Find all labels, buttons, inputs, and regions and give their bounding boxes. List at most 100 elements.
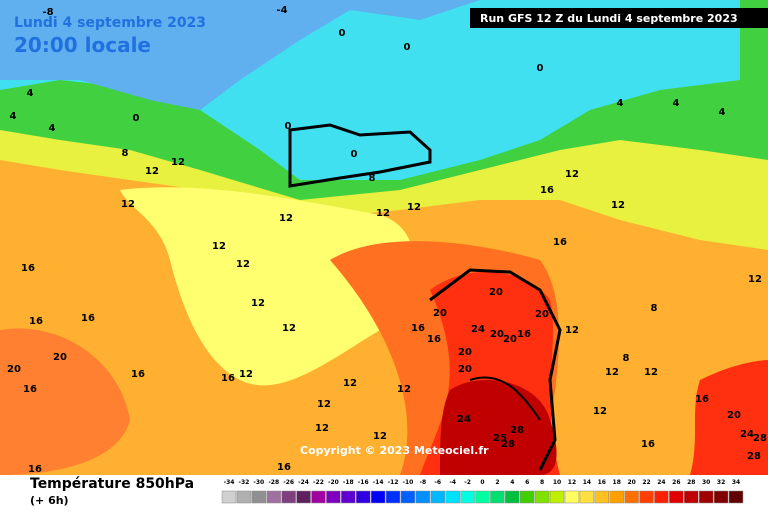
- contour-label: 12: [239, 369, 253, 380]
- contour-label: 20: [490, 329, 504, 340]
- scale-tick-label: -28: [268, 479, 279, 486]
- scale-swatch: [639, 490, 654, 504]
- scale-tick-label: -18: [343, 479, 354, 486]
- scale-tick-label: -14: [373, 479, 384, 486]
- scale-tick-label: 24: [657, 479, 665, 486]
- scale-tick-label: -30: [253, 479, 264, 486]
- contour-label: 20: [489, 287, 503, 298]
- contour-label: 24: [471, 324, 485, 335]
- scale-swatch: [296, 490, 311, 504]
- scale-swatch: [594, 490, 610, 504]
- contour-label: 16: [641, 439, 655, 450]
- contour-label: 20: [7, 364, 21, 375]
- contour-label: 16: [221, 373, 235, 384]
- scale-swatch: [281, 490, 296, 504]
- scale-swatch: [624, 490, 639, 504]
- scale-swatch: [684, 490, 699, 504]
- scale-swatch: [266, 490, 281, 504]
- scale-tick-label: 30: [702, 479, 710, 486]
- scale-swatch: [669, 490, 684, 504]
- contour-label: 4: [27, 88, 34, 99]
- contour-label: 20: [503, 334, 517, 345]
- legend-title: Température 850hPa: [30, 476, 194, 492]
- contour-label: 12: [251, 298, 265, 309]
- contour-label: 24: [457, 414, 471, 425]
- contour-label: 16: [23, 384, 37, 395]
- scale-swatch: [356, 490, 371, 504]
- scale-tick-label: -8: [420, 479, 427, 486]
- scale-swatch: [445, 490, 460, 504]
- contour-label: 12: [593, 406, 607, 417]
- contour-label: 12: [611, 200, 625, 211]
- contour-label: 12: [212, 241, 226, 252]
- contour-label: 20: [53, 352, 67, 363]
- contour-label: 16: [411, 323, 425, 334]
- scale-swatch: [221, 490, 237, 504]
- contour-label: 12: [748, 274, 762, 285]
- run-label: Run GFS 12 Z du Lundi 4 septembre 2023: [480, 12, 738, 25]
- contour-label: 16: [21, 263, 35, 274]
- scale-swatch: [236, 490, 252, 504]
- contour-label: 16: [277, 462, 291, 473]
- scale-swatch: [713, 490, 729, 504]
- scale-tick-label: 0: [480, 479, 484, 486]
- contour-label: 0: [351, 149, 358, 160]
- contour-label: 20: [535, 309, 549, 320]
- contour-label: 12: [279, 213, 293, 224]
- contour-label: 16: [29, 316, 43, 327]
- scale-tick-label: -22: [313, 479, 324, 486]
- scale-swatch: [370, 490, 386, 504]
- scale-swatch: [490, 490, 505, 504]
- scale-swatch: [326, 490, 341, 504]
- scale-swatch: [400, 490, 416, 504]
- contour-label: 20: [727, 410, 741, 421]
- contour-label: 24: [740, 429, 754, 440]
- scale-swatch: [698, 490, 714, 504]
- contour-label: 4: [49, 123, 56, 134]
- scale-tick-label: 32: [717, 479, 725, 486]
- scale-swatch: [475, 490, 490, 504]
- scale-swatch: [385, 490, 401, 504]
- scale-swatch: [534, 490, 550, 504]
- contour-label: 16: [427, 334, 441, 345]
- scale-tick-label: 18: [613, 479, 621, 486]
- contour-label: 16: [81, 313, 95, 324]
- contour-label: 12: [605, 367, 619, 378]
- copyright: Copyright © 2023 Meteociel.fr: [300, 444, 489, 457]
- contour-label: -8: [42, 7, 53, 18]
- contour-label: 12: [407, 202, 421, 213]
- contour-label: 25: [493, 433, 507, 444]
- scale-tick-label: -32: [238, 479, 249, 486]
- contour-label: 12: [373, 431, 387, 442]
- scale-tick-label: 6: [525, 479, 529, 486]
- band-minus4: [0, 0, 480, 110]
- scale-tick-label: -26: [283, 479, 294, 486]
- scale-tick-label: -24: [298, 479, 309, 486]
- band-12: [120, 187, 414, 386]
- scale-swatch: [341, 490, 356, 504]
- scale-tick-label: -4: [449, 479, 456, 486]
- contour-label: 28: [747, 451, 761, 462]
- scale-tick-label: -2: [464, 479, 471, 486]
- contour-label: 12: [236, 259, 250, 270]
- contour-label: 16: [540, 185, 554, 196]
- contour-label: 8: [122, 148, 129, 159]
- contour-label: 28: [510, 425, 524, 436]
- date-label: Lundi 4 septembre 2023: [14, 15, 206, 31]
- contour-label: 16: [28, 464, 42, 475]
- contour-label: 12: [121, 199, 135, 210]
- scale-tick-label: 2: [495, 479, 499, 486]
- time-label: 20:00 locale: [14, 33, 151, 57]
- contour-label: 12: [644, 367, 658, 378]
- scale-swatch: [728, 490, 744, 504]
- contour-label: 12: [171, 157, 185, 168]
- run-box: [470, 8, 768, 28]
- contour-label: 12: [565, 169, 579, 180]
- contour-label: 12: [145, 166, 159, 177]
- contour-label: 8: [369, 173, 376, 184]
- scale-tick-label: 8: [540, 479, 544, 486]
- contour-label: 0: [404, 42, 411, 53]
- scale-swatch: [430, 490, 445, 504]
- band-18: [0, 328, 130, 475]
